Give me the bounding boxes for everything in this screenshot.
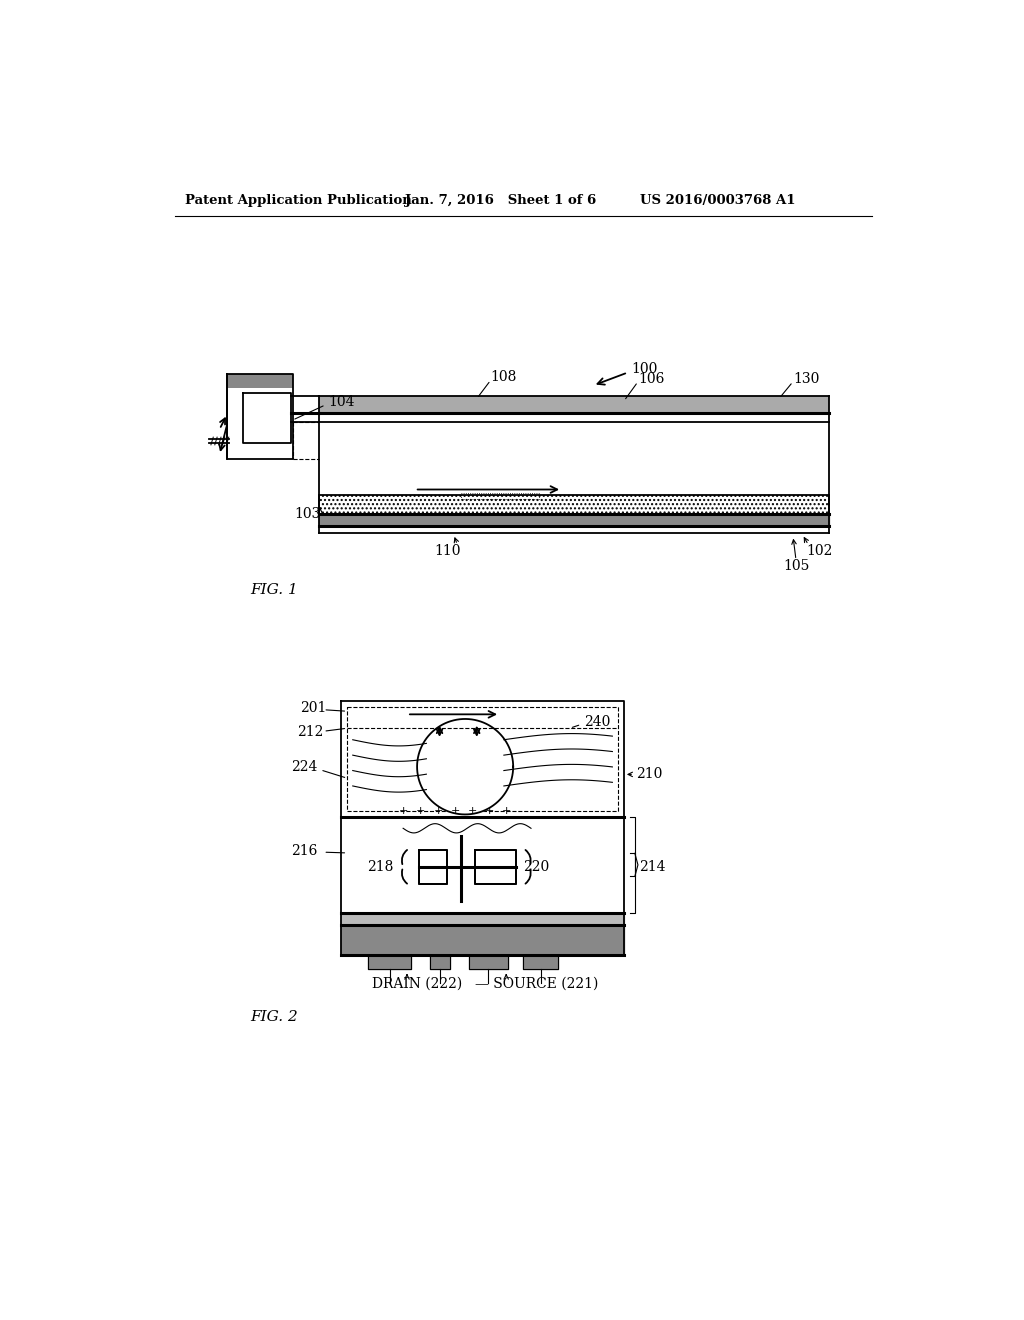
Text: 224: 224 <box>291 760 317 774</box>
Text: 108: 108 <box>490 370 517 384</box>
Text: Patent Application Publication: Patent Application Publication <box>184 194 412 207</box>
Text: 220: 220 <box>523 859 550 874</box>
Text: 105: 105 <box>783 560 809 573</box>
Text: FIG. 2: FIG. 2 <box>251 1010 298 1024</box>
Text: 104: 104 <box>328 395 354 409</box>
Polygon shape <box>475 850 515 884</box>
Text: 216: 216 <box>291 845 317 858</box>
Text: Jan. 7, 2016   Sheet 1 of 6: Jan. 7, 2016 Sheet 1 of 6 <box>406 194 597 207</box>
Text: US 2016/0003768 A1: US 2016/0003768 A1 <box>640 194 795 207</box>
Bar <box>461 492 539 499</box>
Text: DRAIN (222): DRAIN (222) <box>372 977 463 991</box>
Bar <box>227 374 293 388</box>
Text: 214: 214 <box>640 859 666 874</box>
Text: 103: 103 <box>295 507 321 521</box>
Text: 201: 201 <box>300 701 327 715</box>
Text: 240: 240 <box>584 715 610 729</box>
Text: +: + <box>433 807 442 816</box>
Text: 100: 100 <box>632 363 658 376</box>
Text: 218: 218 <box>367 859 393 874</box>
Text: +: + <box>484 807 494 816</box>
Text: +: + <box>398 807 408 816</box>
Text: 102: 102 <box>806 544 833 558</box>
Text: 212: 212 <box>297 725 324 739</box>
Polygon shape <box>419 850 447 884</box>
Text: FIG. 1: FIG. 1 <box>251 582 298 597</box>
Text: 106: 106 <box>638 372 665 385</box>
Text: — SOURCE (221): — SOURCE (221) <box>475 977 599 991</box>
Text: +: + <box>502 807 511 816</box>
Text: 210: 210 <box>636 767 662 781</box>
Text: +: + <box>417 807 426 816</box>
Text: 130: 130 <box>793 372 819 385</box>
Bar <box>319 396 829 412</box>
Bar <box>319 495 829 515</box>
Text: 110: 110 <box>434 544 461 558</box>
Text: +: + <box>467 807 477 816</box>
Polygon shape <box>417 719 513 814</box>
Text: +: + <box>451 807 460 816</box>
